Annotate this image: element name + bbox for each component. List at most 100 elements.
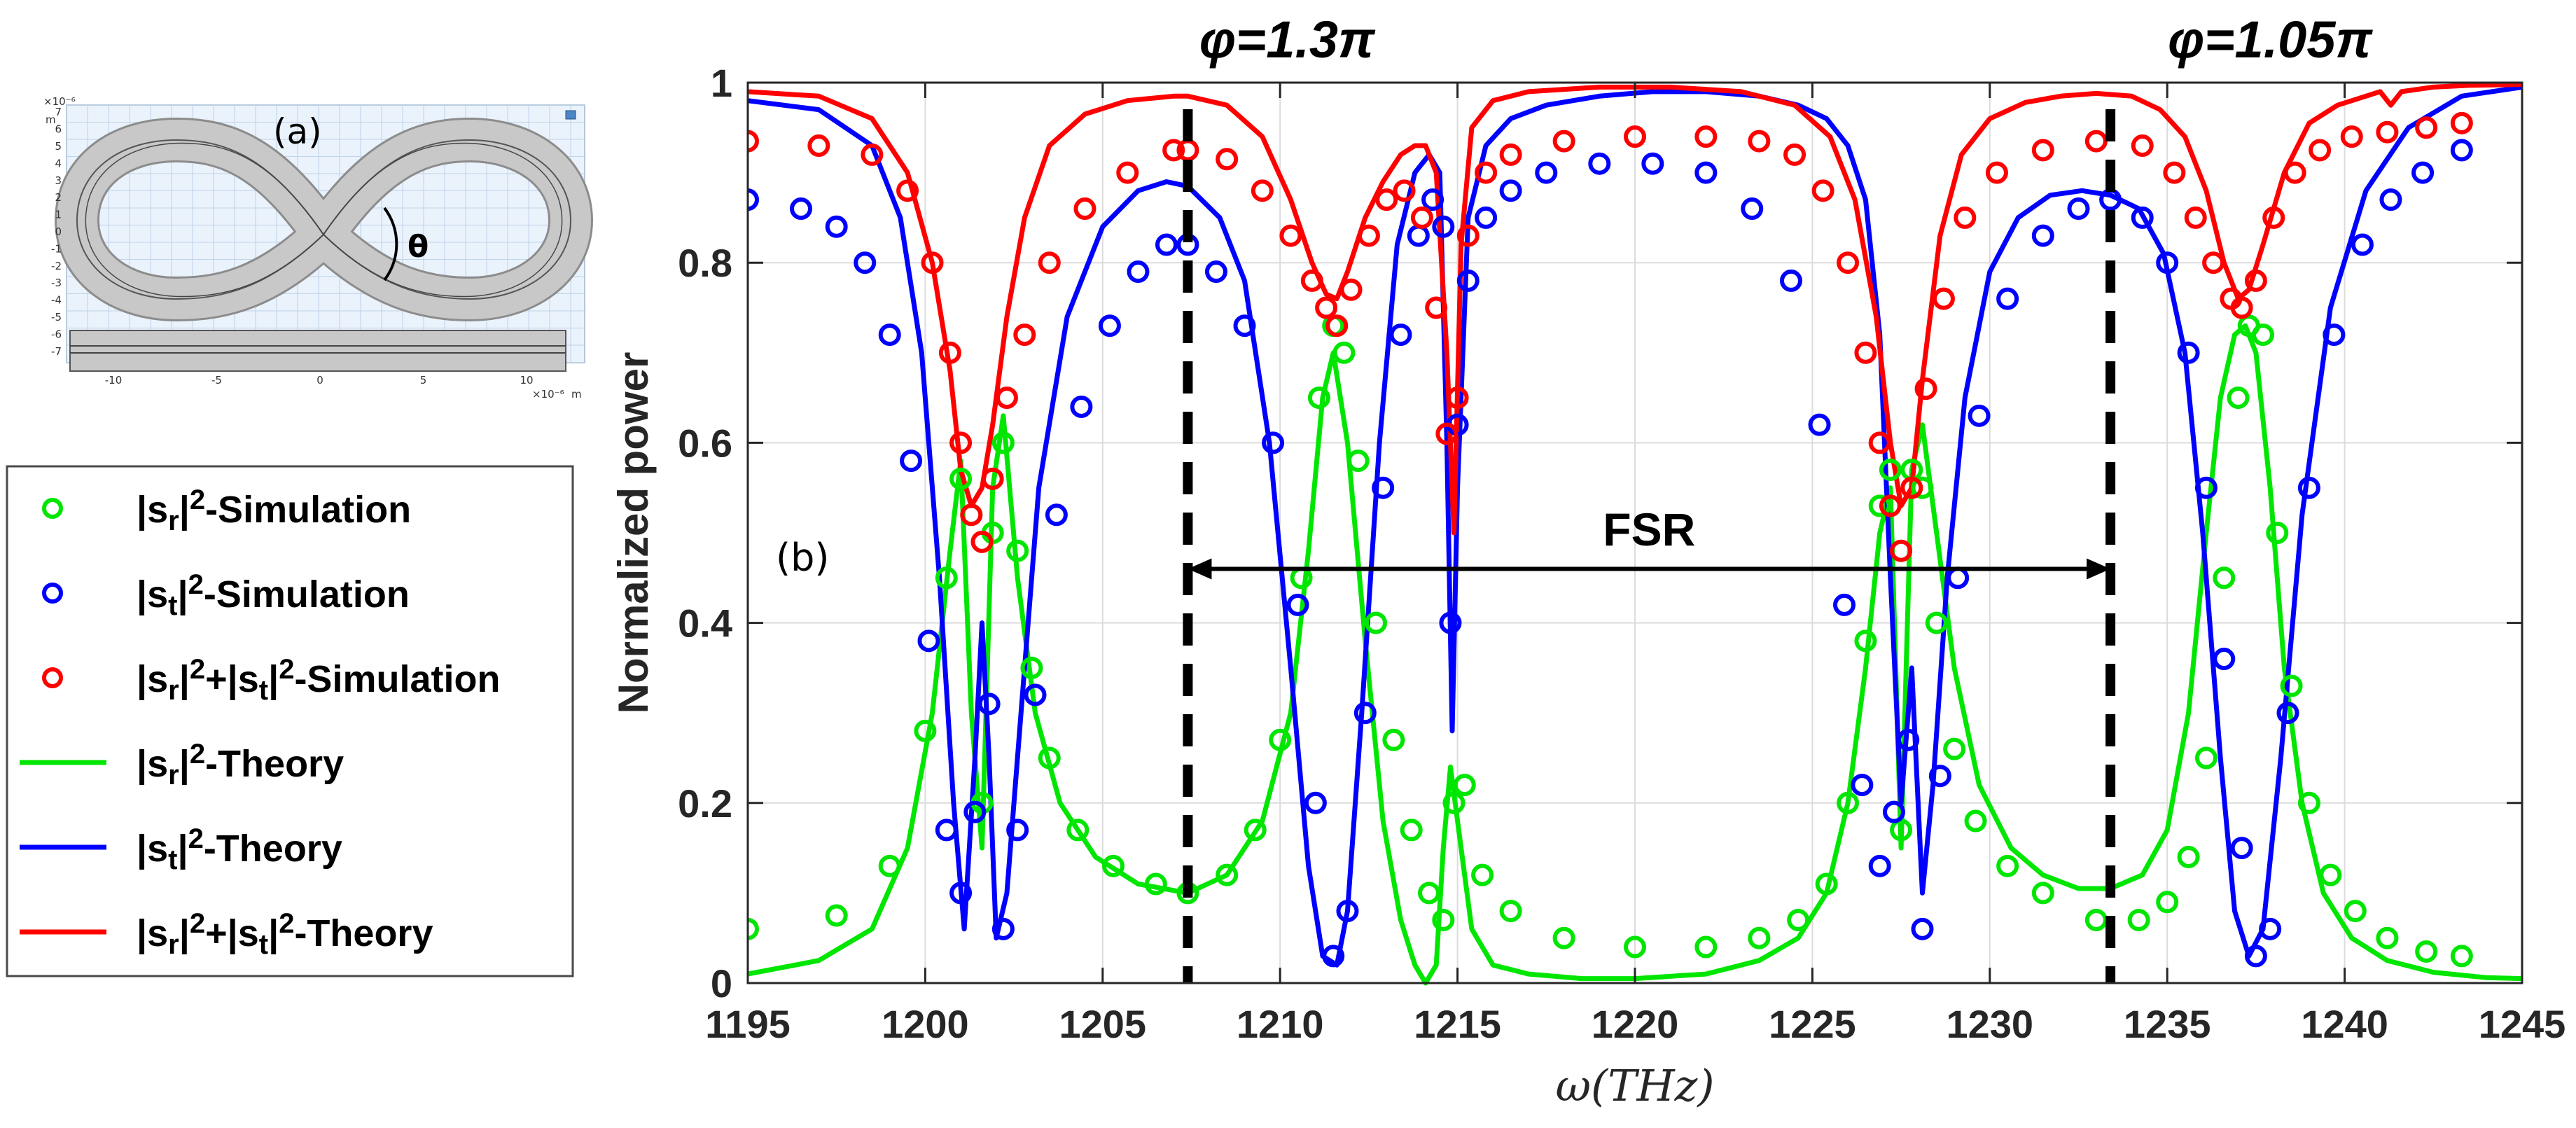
- inset-y-tick-label: -3: [51, 277, 62, 289]
- resonator-core-line-inner: [85, 142, 563, 298]
- data-point: [1694, 935, 1718, 959]
- data-point: [1911, 917, 1934, 940]
- data-point: [1155, 233, 1178, 256]
- data-point: [2202, 251, 2225, 274]
- data-point: [2283, 161, 2306, 184]
- data-point: [977, 692, 1001, 716]
- data-point: [2379, 188, 2402, 211]
- x-tick-labels: 1195 1200 1205 1210 1215 1220 1225 1230 1235 1240…: [705, 83, 2565, 1046]
- data-point: [2376, 926, 2399, 949]
- inset-y-tick-label: 6: [55, 123, 62, 136]
- dashed-reference-lines: [1183, 109, 2116, 983]
- data-point: [1400, 819, 1423, 842]
- data-point: [2276, 702, 2299, 725]
- legend: |sr|2-Simulation |st|2-Simulation |sr|2+|s…: [6, 465, 574, 977]
- data-point: [2177, 341, 2200, 364]
- y-axis-label: Normalized power: [610, 352, 657, 714]
- data-point: [2415, 940, 2438, 963]
- data-point: [2259, 917, 2282, 940]
- data-point: [1006, 819, 1029, 842]
- y-tick-label: 1: [711, 61, 732, 105]
- data-point: [1024, 683, 1047, 706]
- data-point: [1932, 287, 1955, 310]
- annotation-phase: φ=1.3π: [1199, 11, 1376, 69]
- data-point: [991, 431, 1015, 454]
- legend-entries: |sr|2-Simulation |st|2-Simulation |sr|2+|s…: [20, 485, 500, 960]
- data-point: [1418, 882, 1441, 905]
- data-point: [2415, 116, 2438, 139]
- bus-waveguide-body: [69, 330, 566, 372]
- data-point: [1013, 323, 1036, 347]
- data-point: [1269, 728, 1292, 751]
- data-point: [949, 431, 973, 454]
- data-point: [1968, 404, 1991, 427]
- data-point: [935, 819, 958, 842]
- data-point: [1216, 148, 1239, 171]
- data-point: [2244, 945, 2267, 968]
- data-point: [825, 215, 848, 238]
- data-point: [1925, 611, 1948, 634]
- data-point: [1300, 269, 1323, 292]
- data-point: [1624, 935, 1646, 959]
- legend-entry: |sr|2-Theory: [20, 739, 344, 791]
- inset-legend-toggle-icon[interactable]: [565, 110, 576, 120]
- data-point: [1851, 774, 1874, 797]
- data-point: [1854, 341, 1877, 364]
- data-point: [1456, 224, 1480, 247]
- data-point: [2262, 206, 2285, 229]
- inset-x-exponent: ×10⁻⁶: [532, 388, 564, 401]
- data-point: [1066, 819, 1089, 842]
- data-point: [2319, 863, 2342, 886]
- x-tick-label: 1195: [705, 1002, 791, 1046]
- data-point: [1162, 139, 1185, 162]
- legend-marker: [42, 583, 63, 604]
- data-point: [1808, 413, 1831, 436]
- inset-y-tick-label: 7: [55, 106, 62, 118]
- data-point: [1389, 323, 1412, 347]
- data-point: [748, 130, 759, 153]
- data-point: [1432, 215, 1455, 238]
- data-point: [963, 800, 987, 823]
- data-point: [1471, 863, 1494, 886]
- data-point: [1837, 791, 1860, 814]
- inset-y-tick-label: 1: [55, 209, 62, 221]
- inset-y-tick-label: -5: [51, 311, 62, 323]
- data-point: [1882, 800, 1905, 823]
- data-point: [1499, 143, 1522, 166]
- data-point: [1453, 774, 1476, 797]
- fsr-arrow-head-right: [2087, 558, 2111, 580]
- data-point: [1641, 152, 1664, 175]
- data-point: [1435, 422, 1458, 445]
- data-point: [1456, 269, 1480, 292]
- data-point: [1475, 161, 1498, 184]
- inset-x-tick-label: -10: [105, 374, 123, 387]
- inset-x-unit: m: [571, 388, 582, 401]
- series-simulation-1: [748, 139, 2473, 968]
- data-point: [2194, 476, 2218, 499]
- series-simulation-0: [748, 314, 2473, 968]
- data-point: [1811, 179, 1834, 202]
- annotation-phase: φ=1.05π: [2168, 11, 2373, 69]
- data-point: [900, 450, 923, 473]
- data-point: [2297, 791, 2320, 814]
- data-point: [1954, 206, 1977, 229]
- series-layer: [748, 82, 2522, 986]
- inset-y-tick-labels: 7 6 5 4 3 2 1 0 -1 -2 -3 -4 -5 -6 -7: [51, 106, 62, 358]
- data-point: [949, 467, 973, 490]
- data-point: [991, 917, 1015, 940]
- data-point: [2067, 197, 2090, 221]
- data-point: [1868, 494, 1891, 517]
- data-point: [2450, 139, 2473, 162]
- fsr-arrow-head-left: [1188, 558, 1212, 580]
- x-tick-label: 1230: [1947, 1002, 2034, 1046]
- x-tick-label: 1205: [1059, 1002, 1147, 1046]
- legend-marker: [42, 667, 63, 688]
- data-point: [2131, 134, 2154, 158]
- data-point: [981, 467, 1004, 490]
- data-point: [2194, 746, 2218, 770]
- main-chart: 1195 1200 1205 1210 1215 1220 1225 1230 1235 1240…: [610, 11, 2565, 1111]
- data-point: [807, 134, 830, 158]
- y-tick-label: 0.6: [678, 421, 732, 465]
- data-point: [2252, 323, 2275, 347]
- data-point: [2213, 566, 2236, 590]
